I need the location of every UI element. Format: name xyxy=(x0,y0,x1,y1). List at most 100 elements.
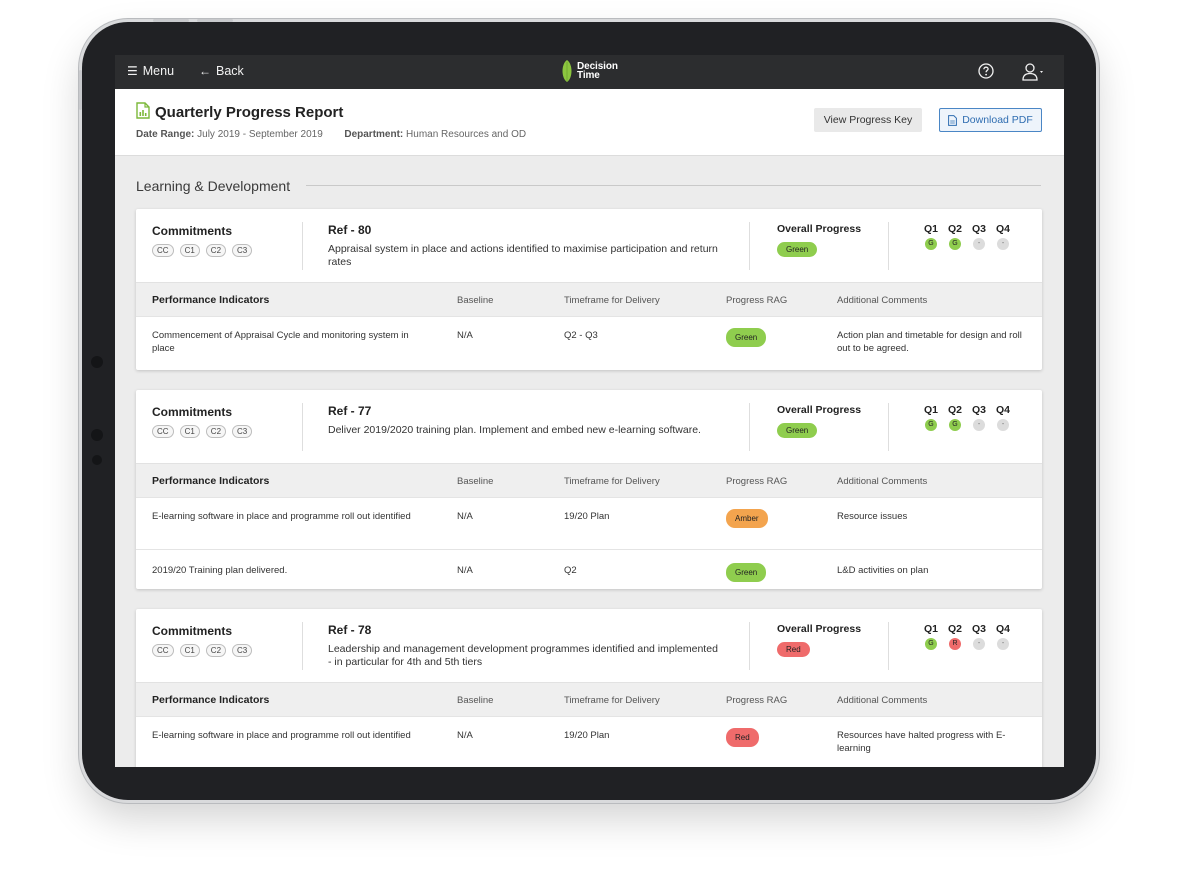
quarter-status-dot: G xyxy=(925,638,937,650)
quarter-label: Q1 xyxy=(923,623,938,635)
indicator-row: E-learning software in place and program… xyxy=(136,497,1042,549)
quarter-status-dot: G xyxy=(949,238,961,250)
department-label: Department: xyxy=(344,129,404,140)
power-button xyxy=(79,70,82,110)
commitments-label: Commitments xyxy=(152,224,233,238)
divider xyxy=(749,622,750,670)
comments-header: Additional Comments xyxy=(837,295,928,306)
timeframe-header: Timeframe for Delivery xyxy=(564,295,660,306)
progress-rag-header: Progress RAG xyxy=(726,295,788,306)
commitment-card: Commitments CC C1 C2 C3 Ref - 78 Leadership an… xyxy=(136,609,1042,767)
quarter-label: Q1 xyxy=(923,223,938,235)
report-meta: Date Range: July 2019 - September 2019 D… xyxy=(136,129,526,140)
progress-rag-cell: Red xyxy=(726,728,759,747)
comments-header: Additional Comments xyxy=(837,476,928,487)
menu-button[interactable]: ☰ Menu xyxy=(127,64,174,78)
baseline-value: N/A xyxy=(457,730,473,741)
commitment-ref: Ref - 78 xyxy=(328,623,372,637)
quarter-column: Q1 G xyxy=(919,404,943,431)
department-value: Human Resources and OD xyxy=(406,129,527,140)
quarter-column: Q4 - xyxy=(991,623,1015,650)
timeframe-value: 19/20 Plan xyxy=(564,730,610,741)
overall-progress-label: Overall Progress xyxy=(777,223,862,235)
user-icon[interactable] xyxy=(1022,63,1046,81)
quarter-label: Q3 xyxy=(971,623,986,635)
commitment-chips: CC C1 C2 C3 xyxy=(152,644,258,657)
card-summary: Commitments CC C1 C2 C3 Ref - 80 Appraisal sys… xyxy=(136,209,1042,282)
baseline-header: Baseline xyxy=(457,476,494,487)
indicator-text: E-learning software in place and program… xyxy=(152,730,411,741)
commitment-chip: C1 xyxy=(179,644,200,657)
quarter-status-dot: - xyxy=(997,419,1009,431)
indicator-row: Commencement of Appraisal Cycle and moni… xyxy=(136,316,1042,370)
card-summary: Commitments CC C1 C2 C3 Ref - 77 Deliver 2019/… xyxy=(136,390,1042,463)
quarter-label: Q2 xyxy=(947,223,962,235)
quarter-status: Q1 G Q2 R Q3- Q4- xyxy=(919,623,1015,650)
commitment-description: Deliver 2019/2020 training plan. Impleme… xyxy=(328,424,701,436)
commitment-ref: Ref - 80 xyxy=(328,223,372,237)
performance-indicators-header: Performance Indicators xyxy=(152,475,270,487)
overall-progress-badge: Green xyxy=(777,423,818,438)
sensor-icon xyxy=(91,429,103,441)
report-document-icon xyxy=(136,102,150,119)
quarter-column: Q3 - xyxy=(967,223,991,250)
back-label: Back xyxy=(216,64,244,78)
quarter-column: Q1 G xyxy=(919,623,943,650)
divider xyxy=(302,622,303,670)
back-button[interactable]: ← Back xyxy=(199,64,244,78)
commitment-card: Commitments CC C1 C2 C3 Ref - 80 Appraisal sys… xyxy=(136,209,1042,370)
baseline-header: Baseline xyxy=(457,695,494,706)
download-pdf-button[interactable]: Download PDF xyxy=(939,108,1042,132)
additional-comment: Action plan and timetable for design and… xyxy=(837,330,1022,354)
quarter-status-dot: G xyxy=(925,238,937,250)
quarter-column: Q1 G xyxy=(919,223,943,250)
help-icon[interactable] xyxy=(978,63,994,79)
baseline-header: Baseline xyxy=(457,295,494,306)
indicators-header-row: Performance Indicators Baseline Timeframe … xyxy=(136,463,1042,497)
quarter-label: Q4 xyxy=(995,404,1010,416)
timeframe-value: 19/20 Plan xyxy=(564,511,610,522)
page-title: Quarterly Progress Report xyxy=(155,104,344,121)
overall-progress-badge: Green xyxy=(777,242,818,257)
progress-rag-cell: Green xyxy=(726,328,767,347)
performance-indicators-header: Performance Indicators xyxy=(152,694,270,706)
logo-text-line2: Time xyxy=(577,70,600,81)
indicator-text: Commencement of Appraisal Cycle and moni… xyxy=(152,330,409,354)
progress-rag-header: Progress RAG xyxy=(726,476,788,487)
rag-badge: Red xyxy=(726,728,759,747)
commitment-chip: C3 xyxy=(232,644,253,657)
commitment-cards: Commitments CC C1 C2 C3 Ref - 80 Appraisal sys… xyxy=(136,209,1042,767)
commitment-description: Appraisal system in place and actions id… xyxy=(328,243,718,268)
timeframe-value: Q2 - Q3 xyxy=(564,330,598,341)
quarter-status: Q1 G Q2 G Q3- Q4- xyxy=(919,404,1015,431)
quarter-label: Q3 xyxy=(971,223,986,235)
comments-header: Additional Comments xyxy=(837,695,928,706)
commitment-chips: CC C1 C2 C3 xyxy=(152,244,258,257)
quarter-status-dot: - xyxy=(973,238,985,250)
commitment-chip: C2 xyxy=(205,644,227,657)
quarter-status-dot: G xyxy=(925,419,937,431)
indicator-row: 2019/20 Training plan delivered. N/A Q2 Gre… xyxy=(136,549,1042,589)
overall-progress-label: Overall Progress xyxy=(777,623,862,635)
divider xyxy=(749,222,750,270)
quarter-status-dot: - xyxy=(973,419,985,431)
commitment-chip: CC xyxy=(152,244,174,257)
arrow-left-icon: ← xyxy=(199,64,211,78)
timeframe-header: Timeframe for Delivery xyxy=(564,476,660,487)
quarter-label: Q3 xyxy=(971,404,986,416)
commitment-chip: C3 xyxy=(232,425,253,438)
commitment-chip: C1 xyxy=(179,244,200,257)
divider xyxy=(749,403,750,451)
section-divider xyxy=(306,185,1041,186)
quarter-status-dot: R xyxy=(949,638,961,650)
date-range-label: Date Range: xyxy=(136,129,195,140)
quarter-column: Q2 G xyxy=(943,404,967,431)
quarter-column: Q4 - xyxy=(991,223,1015,250)
commitment-description: Leadership and management development pr… xyxy=(328,643,718,668)
performance-indicators-header: Performance Indicators xyxy=(152,294,270,306)
quarter-column: Q3 - xyxy=(967,404,991,431)
view-progress-key-button[interactable]: View Progress Key xyxy=(814,108,922,132)
quarter-status-dot: - xyxy=(997,638,1009,650)
commitments-label: Commitments xyxy=(152,405,233,419)
report-header: Quarterly Progress Report Date Range: Ju… xyxy=(115,89,1064,156)
